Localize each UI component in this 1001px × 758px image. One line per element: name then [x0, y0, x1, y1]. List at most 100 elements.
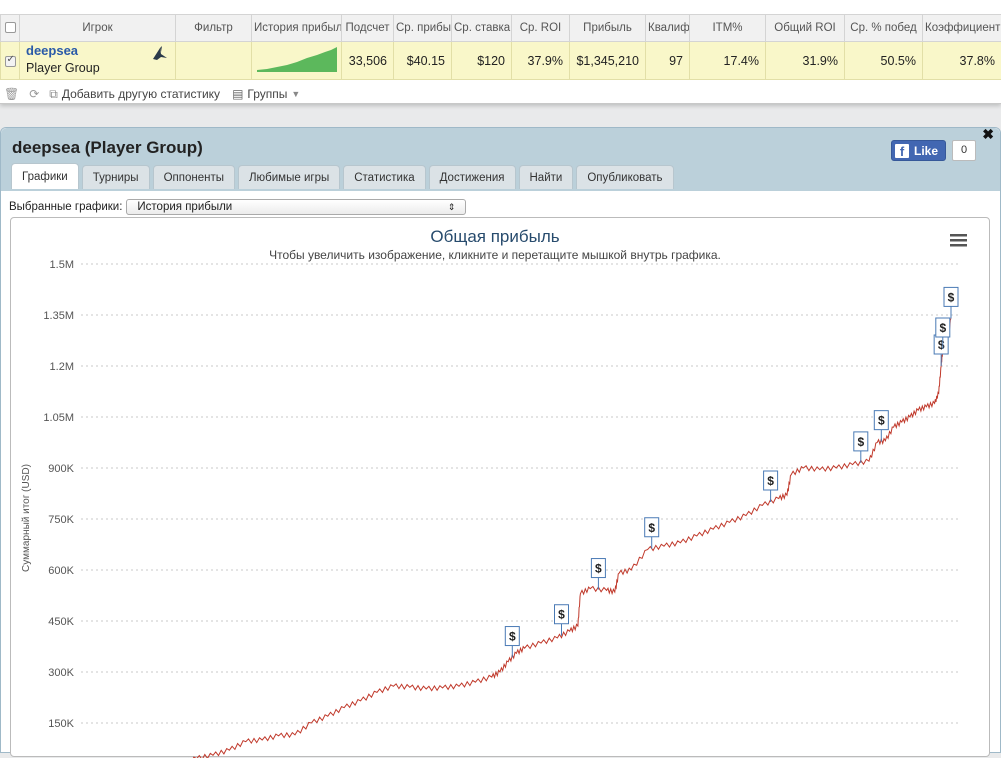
dollar-flag-marker[interactable]: $	[934, 335, 948, 366]
chart-menu-icon[interactable]	[950, 234, 967, 247]
col-profit-history[interactable]: История прибыли	[252, 15, 342, 42]
chart-title: Общая прибыль	[430, 227, 559, 246]
col-itm[interactable]: ITM%	[690, 15, 766, 42]
like-label: Like	[914, 144, 938, 158]
dollar-flag-label: $	[595, 562, 602, 576]
avg-stake-cell: $120	[452, 42, 512, 80]
caret-down-icon: ▼	[291, 89, 300, 99]
tab-opponents[interactable]: Оппоненты	[153, 165, 235, 189]
col-profit[interactable]: Прибыль	[570, 15, 646, 42]
y-tick-label: 450K	[48, 616, 74, 628]
shark-icon	[151, 46, 169, 62]
col-avg-stake[interactable]: Ср. ставка	[452, 15, 512, 42]
panel-title: deepsea (Player Group)	[12, 138, 203, 158]
dollar-flag-label: $	[878, 414, 885, 428]
tab-tournaments[interactable]: Турниры	[82, 165, 150, 189]
profit-sparkline	[252, 42, 342, 80]
dollar-flag-marker[interactable]: $	[505, 627, 519, 658]
table-row: deepsea Player Group 33,506 $40.15 $120 …	[1, 42, 1001, 80]
copy-icon: ⧉	[49, 87, 58, 102]
dollar-flag-label: $	[948, 290, 955, 304]
profit-chart[interactable]: Общая прибыль Чтобы увеличить изображени…	[11, 218, 991, 758]
player-group-label: Player Group	[26, 61, 169, 75]
y-tick-label: 1.35M	[43, 310, 74, 322]
chart-subtitle: Чтобы увеличить изображение, кликните и …	[269, 248, 721, 262]
dollar-flag-label: $	[558, 608, 565, 622]
col-total-roi[interactable]: Общий ROI	[766, 15, 845, 42]
dollar-flag-marker[interactable]: $	[555, 605, 569, 636]
dollar-flag-label: $	[509, 630, 516, 644]
tab-achievements[interactable]: Достижения	[429, 165, 516, 189]
avg-profit-cell: $40.15	[394, 42, 452, 80]
facebook-like-button[interactable]: f Like	[891, 140, 946, 161]
col-filter[interactable]: Фильтр	[176, 15, 252, 42]
player-cell: deepsea Player Group	[20, 42, 176, 80]
chart-selector-label: Выбранные графики:	[9, 201, 122, 213]
tab-publish[interactable]: Опубликовать	[576, 165, 673, 189]
groups-button[interactable]: ▤ Группы ▼	[232, 87, 300, 101]
dollar-flag-marker[interactable]: $	[591, 559, 605, 590]
avg-win-pct-cell: 50.5%	[845, 42, 923, 80]
tab-find[interactable]: Найти	[519, 165, 574, 189]
add-stat-label: Добавить другую статистику	[62, 87, 220, 101]
avg-roi-cell: 37.9%	[512, 42, 570, 80]
y-axis-label: Суммарный итог (USD)	[21, 464, 32, 572]
dollar-flag-marker[interactable]: $	[944, 287, 958, 318]
facebook-icon: f	[895, 144, 909, 158]
count-cell: 33,506	[342, 42, 394, 80]
chart-container[interactable]: Общая прибыль Чтобы увеличить изображени…	[10, 217, 990, 757]
player-name-link[interactable]: deepsea	[26, 43, 169, 58]
panel-tabs: Графики Турниры Оппоненты Любимые игры С…	[11, 165, 674, 189]
close-icon[interactable]: ✖	[982, 126, 994, 143]
y-tick-label: 600K	[48, 565, 74, 577]
y-tick-label: 1.05M	[43, 412, 74, 424]
dollar-flag-label: $	[939, 321, 946, 335]
profit-cell: $1,345,210	[570, 42, 646, 80]
dollar-flag-marker[interactable]: $	[645, 518, 659, 549]
dollar-flag-marker[interactable]: $	[854, 432, 868, 463]
y-tick-label: 300K	[48, 667, 74, 679]
chart-select[interactable]: История прибыли ⇕	[126, 199, 466, 215]
dollar-flag-label: $	[648, 521, 655, 535]
col-avg-roi[interactable]: Ср. ROI	[512, 15, 570, 42]
player-panel: deepsea (Player Group) f Like 0 ✖ Графики…	[0, 127, 1001, 753]
tab-charts[interactable]: Графики	[11, 163, 79, 189]
col-player[interactable]: Игрок	[20, 15, 176, 42]
col-ratio[interactable]: Коэффициент	[923, 15, 1001, 42]
col-qualified[interactable]: Квалиф.	[646, 15, 690, 42]
total-roi-cell: 31.9%	[766, 42, 845, 80]
chart-selector-row: Выбранные графики: История прибыли ⇕	[9, 199, 466, 215]
groups-label: Группы	[247, 87, 287, 101]
select-all-checkbox[interactable]	[1, 15, 20, 42]
itm-cell: 17.4%	[690, 42, 766, 80]
y-tick-label: 1.2M	[50, 361, 74, 373]
tab-statistics[interactable]: Статистика	[343, 165, 425, 189]
add-stat-button[interactable]: ⧉ Добавить другую статистику	[49, 87, 220, 102]
chart-select-value: История прибыли	[137, 201, 232, 213]
refresh-icon[interactable]: ⟳	[29, 87, 39, 101]
stats-summary: Игрок Фильтр История прибыли Подсчет Ср.…	[0, 0, 1001, 104]
ratio-cell: 37.8%	[923, 42, 1001, 80]
y-tick-label: 150K	[48, 718, 74, 730]
dollar-flag-label: $	[938, 338, 945, 352]
like-count: 0	[952, 140, 976, 161]
y-tick-label: 900K	[48, 463, 74, 475]
table-header-row: Игрок Фильтр История прибыли Подсчет Ср.…	[1, 15, 1001, 42]
table-toolbar: 🗑 ⟳ ⧉ Добавить другую статистику ▤ Группы ▼	[4, 86, 312, 102]
qualified-cell: 97	[646, 42, 690, 80]
filter-cell	[176, 42, 252, 80]
col-avg-profit[interactable]: Ср. прибыль	[394, 15, 452, 42]
dollar-flag-label: $	[767, 474, 774, 488]
stats-table: Игрок Фильтр История прибыли Подсчет Ср.…	[0, 14, 1001, 80]
col-avg-win-pct[interactable]: Ср. % побед	[845, 15, 923, 42]
dollar-flag-label: $	[857, 435, 864, 449]
col-count[interactable]: Подсчет	[342, 15, 394, 42]
y-tick-label: 750K	[48, 514, 74, 526]
select-arrows-icon: ⇕	[448, 202, 456, 213]
trash-icon[interactable]: 🗑	[4, 87, 19, 101]
tab-favorite-games[interactable]: Любимые игры	[238, 165, 340, 189]
groups-icon: ▤	[232, 87, 243, 101]
row-checkbox[interactable]	[1, 42, 20, 80]
profit-line	[131, 318, 951, 758]
panel-header: deepsea (Player Group) f Like 0 ✖ Графики…	[1, 128, 1000, 191]
